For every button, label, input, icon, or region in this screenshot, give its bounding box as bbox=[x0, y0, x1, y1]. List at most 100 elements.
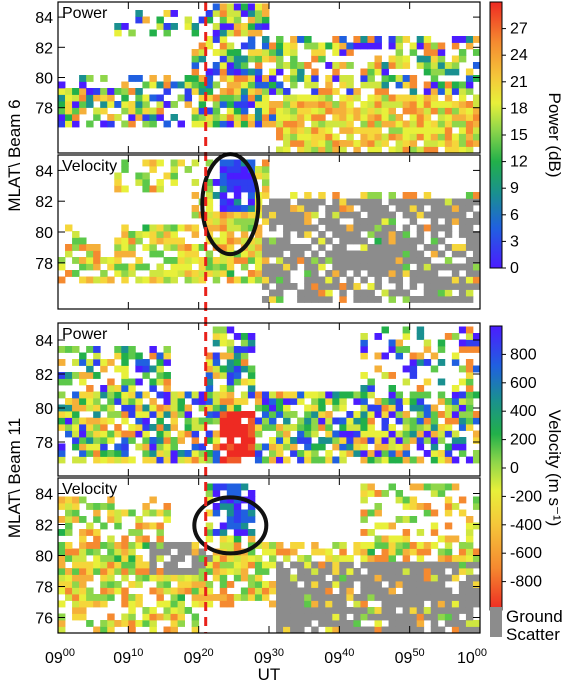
heatmap-cell bbox=[465, 205, 474, 212]
heatmap-cell bbox=[360, 205, 368, 212]
heatmap-cell bbox=[170, 411, 178, 418]
heatmap-cell bbox=[339, 270, 347, 277]
heatmap-cell bbox=[128, 529, 136, 536]
heatmap-cell bbox=[451, 276, 460, 284]
heatmap-cell bbox=[72, 107, 80, 115]
heatmap-cell bbox=[226, 359, 235, 366]
heatmap-cell bbox=[402, 503, 411, 510]
heatmap-cell bbox=[416, 626, 425, 634]
heatmap-cell bbox=[233, 430, 242, 438]
heatmap-cell bbox=[184, 404, 193, 412]
heatmap-cell bbox=[297, 296, 305, 303]
heatmap-cell bbox=[395, 516, 404, 523]
heatmap-cell bbox=[472, 411, 481, 418]
heatmap-cell bbox=[472, 270, 481, 277]
heatmap-cell bbox=[233, 568, 242, 575]
heatmap-cell bbox=[423, 548, 432, 556]
heatmap-cell bbox=[261, 443, 270, 451]
heatmap-cell bbox=[395, 600, 404, 608]
heatmap-cell bbox=[121, 509, 129, 517]
heatmap-cell bbox=[374, 42, 382, 50]
heatmap-cell bbox=[107, 120, 115, 128]
heatmap-cell bbox=[437, 114, 446, 121]
heatmap-cell bbox=[128, 250, 136, 258]
heatmap-cell bbox=[128, 346, 136, 353]
heatmap-cell bbox=[128, 404, 136, 412]
heatmap-cell bbox=[247, 211, 256, 219]
heatmap-cell bbox=[114, 263, 122, 271]
heatmap-cell bbox=[416, 36, 425, 43]
heatmap-cell bbox=[170, 81, 178, 89]
heatmap-cell bbox=[346, 561, 354, 569]
heatmap-cell bbox=[346, 437, 354, 444]
heatmap-cell bbox=[212, 81, 221, 89]
y-tick-label: 80 bbox=[35, 71, 53, 88]
heatmap-cell bbox=[451, 613, 460, 621]
heatmap-cell bbox=[332, 620, 340, 627]
heatmap-cell bbox=[142, 450, 150, 457]
heatmap-cell bbox=[444, 503, 453, 510]
heatmap-cell bbox=[437, 68, 446, 76]
heatmap-cell bbox=[269, 555, 277, 562]
heatmap-cell bbox=[409, 352, 418, 360]
heatmap-cell bbox=[65, 516, 73, 523]
heatmap-cell bbox=[332, 42, 340, 50]
heatmap-cell bbox=[283, 620, 291, 627]
heatmap-cell bbox=[121, 237, 129, 245]
heatmap-cell bbox=[149, 185, 157, 193]
heatmap-cell bbox=[283, 101, 291, 108]
heatmap-cell bbox=[290, 55, 298, 63]
heatmap-cell bbox=[72, 443, 80, 451]
heatmap-cell bbox=[254, 542, 263, 549]
heatmap-cell bbox=[283, 257, 291, 264]
heatmap-cell bbox=[472, 333, 481, 340]
heatmap-cell bbox=[226, 352, 235, 360]
heatmap-cell bbox=[219, 23, 228, 30]
heatmap-cell bbox=[374, 613, 382, 621]
heatmap-cell bbox=[142, 159, 150, 167]
heatmap-cell bbox=[367, 450, 375, 457]
heatmap-cell bbox=[458, 339, 467, 347]
heatmap-cell bbox=[156, 574, 164, 582]
heatmap-cell bbox=[254, 3, 263, 11]
heatmap-cell bbox=[114, 450, 122, 457]
heatmap-cell bbox=[170, 172, 178, 180]
heatmap-cell bbox=[149, 114, 157, 121]
heatmap-cell bbox=[128, 509, 136, 517]
heatmap-cell bbox=[170, 424, 178, 431]
heatmap-cell bbox=[388, 75, 396, 82]
heatmap-cell bbox=[332, 613, 340, 621]
heatmap-cell bbox=[212, 509, 221, 517]
heatmap-cell bbox=[65, 503, 73, 510]
heatmap-cell bbox=[360, 346, 368, 353]
heatmap-cell bbox=[423, 404, 432, 412]
heatmap-cell bbox=[311, 561, 319, 569]
heatmap-cell bbox=[163, 404, 171, 412]
heatmap-cell bbox=[254, 574, 263, 582]
heatmap-cell bbox=[402, 133, 411, 141]
heatmap-cell bbox=[72, 346, 80, 353]
heatmap-cell bbox=[276, 133, 284, 141]
heatmap-cell bbox=[170, 620, 178, 627]
heatmap-cell bbox=[156, 23, 164, 30]
heatmap-cell bbox=[444, 443, 453, 451]
heatmap-cell bbox=[430, 509, 439, 517]
heatmap-cell bbox=[219, 594, 228, 601]
heatmap-cell bbox=[472, 496, 481, 504]
heatmap-cell bbox=[430, 600, 439, 608]
heatmap-cell bbox=[79, 257, 87, 264]
heatmap-cell bbox=[304, 146, 312, 154]
heatmap-cell bbox=[58, 581, 66, 588]
heatmap-cell bbox=[142, 404, 150, 412]
heatmap-cell bbox=[444, 600, 453, 608]
colorbar-tick-label: 9 bbox=[510, 180, 519, 197]
heatmap-cell bbox=[191, 192, 200, 199]
heatmap-cell bbox=[283, 107, 291, 115]
heatmap-cell bbox=[276, 398, 284, 405]
ground-scatter-label: Ground bbox=[506, 607, 563, 626]
heatmap-cell bbox=[233, 496, 242, 504]
heatmap-cell bbox=[212, 10, 221, 17]
heatmap-cell bbox=[346, 411, 354, 418]
heatmap-cell bbox=[261, 55, 270, 63]
heatmap-cell bbox=[388, 456, 396, 464]
